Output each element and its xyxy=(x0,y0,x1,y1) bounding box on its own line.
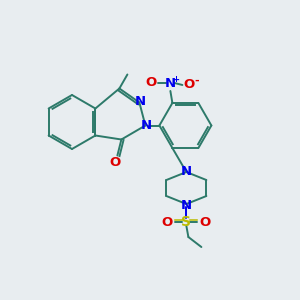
Text: O: O xyxy=(184,79,195,92)
Text: O: O xyxy=(162,215,173,229)
Text: N: N xyxy=(181,164,192,178)
Text: S: S xyxy=(182,215,191,229)
Text: N: N xyxy=(165,77,176,91)
Text: N: N xyxy=(141,119,152,132)
Text: O: O xyxy=(146,76,157,89)
Text: +: + xyxy=(172,76,179,85)
Text: O: O xyxy=(200,215,211,229)
Text: N: N xyxy=(135,95,146,108)
Text: -: - xyxy=(194,76,199,86)
Text: O: O xyxy=(110,156,121,169)
Text: N: N xyxy=(181,199,192,212)
